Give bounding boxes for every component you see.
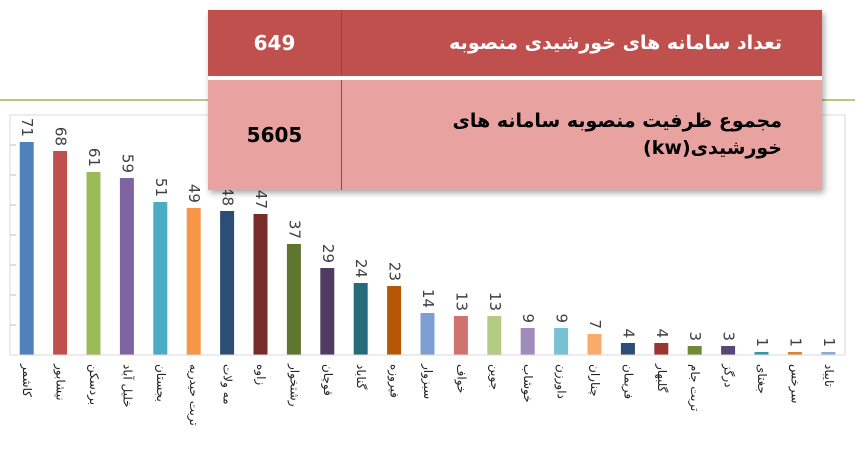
cell: 649 xyxy=(208,10,342,76)
bar xyxy=(86,172,101,355)
bar xyxy=(587,334,602,355)
value-label: 1 xyxy=(753,337,771,347)
bar xyxy=(787,352,802,355)
bar xyxy=(754,352,769,355)
x-tick-label: خلیل آباد xyxy=(120,364,135,408)
value-label: 24 xyxy=(352,259,370,278)
value-label: 4 xyxy=(653,328,671,338)
bar xyxy=(353,283,368,355)
x-tick-label: کاشمر xyxy=(19,363,34,397)
bar xyxy=(554,328,569,355)
value-label: 1 xyxy=(820,337,838,347)
x-tick-label: تایباد xyxy=(822,364,836,387)
value-label: 3 xyxy=(686,331,704,341)
x-tick-label: فیروزه xyxy=(387,364,402,398)
x-tick-label: تربت جام xyxy=(687,364,702,411)
summary-table: 649 تعداد سامانه های خورشیدی منصوبه 5605… xyxy=(208,10,822,190)
bar xyxy=(119,178,134,355)
value-label: 49 xyxy=(185,184,203,203)
value-label: 47 xyxy=(252,190,270,209)
x-tick-label: جغتای xyxy=(755,364,769,394)
x-tick-label: فریمان xyxy=(620,364,635,399)
x-tick-label: داورزن xyxy=(554,364,569,399)
cell: تعداد سامانه های خورشیدی منصوبه xyxy=(449,31,782,54)
bar xyxy=(721,346,736,355)
value-label: 3 xyxy=(720,331,738,341)
x-tick-label: درگز xyxy=(721,363,736,387)
value-label: 9 xyxy=(519,313,537,323)
x-tick-label: جوین xyxy=(487,364,502,390)
x-tick-label: رشتخوار xyxy=(286,363,301,407)
bar xyxy=(420,313,435,355)
table-row: 5605 مجموع ظرفیت منصوبه سامانه های خورشی… xyxy=(208,80,822,190)
x-tick-label: خواف xyxy=(453,364,468,393)
bar xyxy=(220,211,235,355)
x-tick-label: بردسکن xyxy=(86,364,101,405)
bar xyxy=(286,244,301,355)
value-label: 71 xyxy=(18,118,36,137)
bar xyxy=(520,328,535,355)
x-tick-label: گناباد xyxy=(354,364,368,390)
value-label: 1 xyxy=(786,337,804,347)
bar xyxy=(620,343,635,355)
x-tick-label: چناران xyxy=(587,364,602,397)
bar xyxy=(53,151,68,355)
value-label: 68 xyxy=(52,127,70,146)
x-tick-label: قوچان xyxy=(320,364,335,396)
bar xyxy=(253,214,268,355)
value-label: 13 xyxy=(452,292,470,311)
value-label: 51 xyxy=(152,178,170,197)
bar xyxy=(487,316,502,355)
bar xyxy=(387,286,402,355)
x-tick-label: نیشابور xyxy=(53,363,68,401)
value-label: 13 xyxy=(486,292,504,311)
bar xyxy=(153,202,168,355)
bar xyxy=(821,352,836,355)
cell: 5605 xyxy=(208,80,342,190)
value-label: 59 xyxy=(118,154,136,173)
bar xyxy=(453,316,468,355)
x-tick-label: تربت حیدریه xyxy=(186,364,201,426)
value-label: 9 xyxy=(553,313,571,323)
cell: مجموع ظرفیت منصوبه سامانه های خورشیدی(kw… xyxy=(452,110,782,159)
bar xyxy=(19,142,34,355)
table-row: 649 تعداد سامانه های خورشیدی منصوبه xyxy=(208,10,822,80)
x-tick-label: سبزوار xyxy=(420,363,435,399)
x-tick-label: بجستان xyxy=(154,364,168,402)
bar xyxy=(654,343,669,355)
value-label: 29 xyxy=(319,244,337,263)
bar xyxy=(186,208,201,355)
value-label: 4 xyxy=(619,328,637,338)
bar xyxy=(687,346,702,355)
value-label: 37 xyxy=(285,220,303,239)
value-label: 14 xyxy=(419,289,437,308)
value-label: 61 xyxy=(85,148,103,167)
x-tick-label: خوشاب xyxy=(520,364,535,403)
bar xyxy=(320,268,335,355)
value-label: 7 xyxy=(586,319,604,329)
x-tick-label: زاوه xyxy=(253,364,268,385)
x-tick-label: سرخس xyxy=(787,364,802,403)
value-label: 48 xyxy=(219,187,237,206)
x-tick-label: گلبهار xyxy=(654,363,669,393)
x-tick-label: مه ولات xyxy=(220,364,235,405)
value-label: 23 xyxy=(386,262,404,281)
